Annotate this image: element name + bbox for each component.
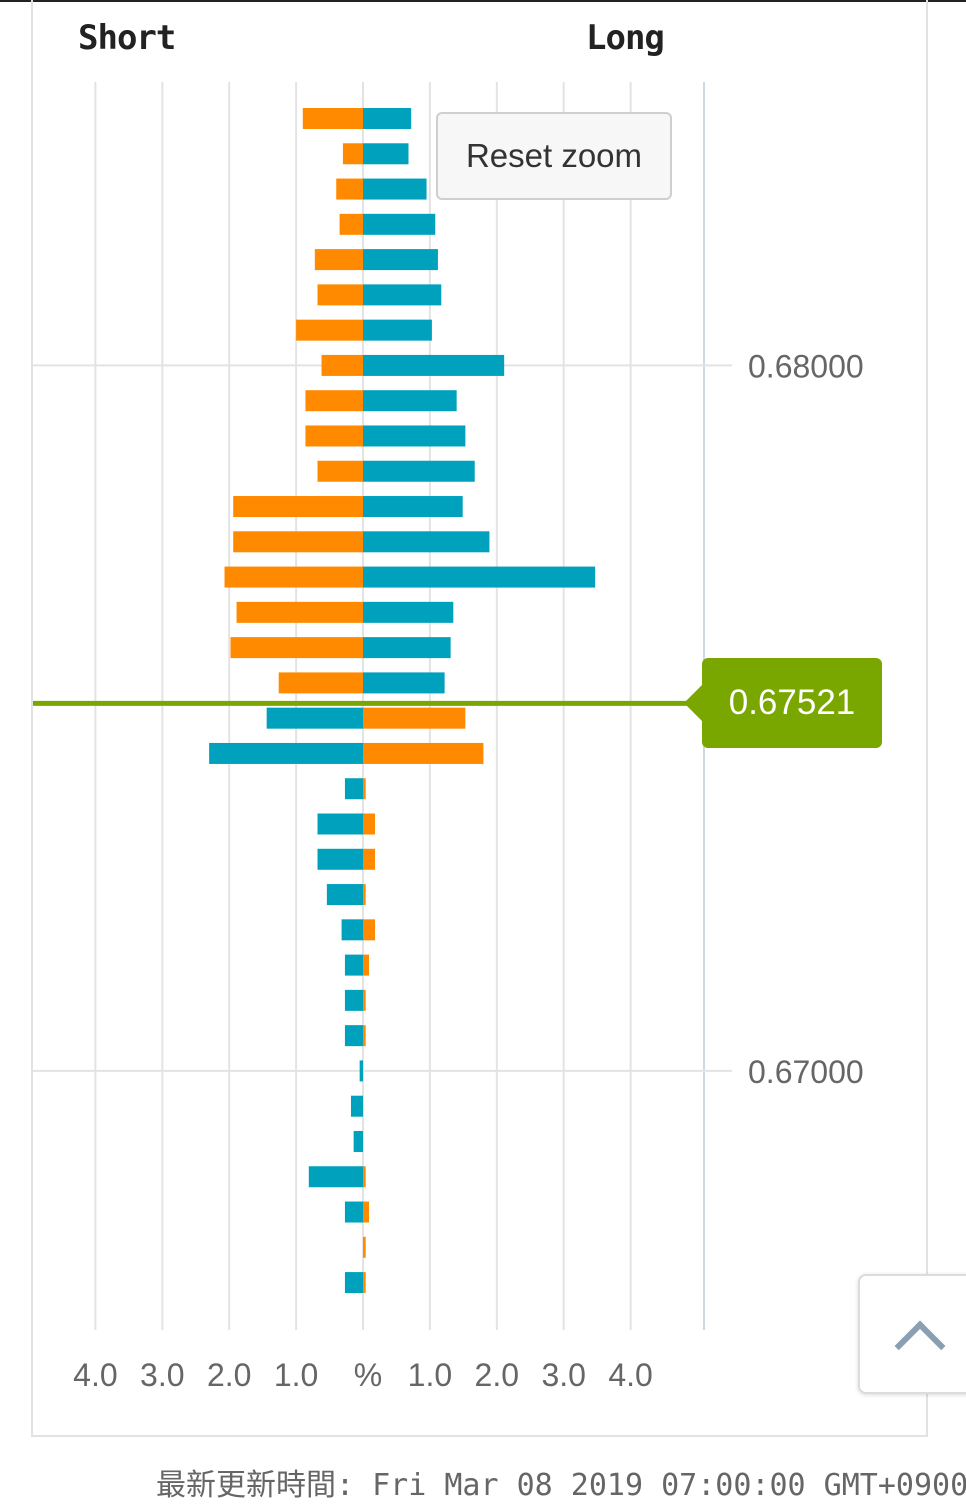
- bar-left: [314, 249, 363, 271]
- bar-left: [296, 319, 363, 341]
- bar-left: [344, 989, 363, 1011]
- bar-left: [209, 742, 363, 764]
- bar-left: [321, 354, 363, 376]
- bar-right: [363, 354, 505, 376]
- x-tick-label: 4.0: [608, 1357, 652, 1393]
- bar-left: [353, 1130, 363, 1152]
- bar-left: [266, 707, 363, 729]
- bar-left: [339, 213, 363, 235]
- bar-right: [363, 954, 370, 976]
- bar-left: [341, 919, 363, 941]
- reset-zoom-button[interactable]: Reset zoom: [436, 112, 672, 200]
- x-tick-label: 3.0: [541, 1357, 585, 1393]
- bar-left: [344, 1025, 363, 1047]
- x-tick-label: 2.0: [207, 1357, 251, 1393]
- bar-left: [278, 672, 363, 694]
- last-updated: 最新更新時間: Fri Mar 08 2019 07:00:00 GMT+090…: [156, 1460, 966, 1504]
- bar-left: [308, 1166, 363, 1188]
- bar-left: [344, 954, 363, 976]
- scroll-to-top-button[interactable]: [858, 1274, 966, 1394]
- bar-left: [326, 884, 363, 906]
- x-tick-label: 1.0: [274, 1357, 318, 1393]
- bar-left: [305, 425, 363, 447]
- bar-left: [317, 284, 363, 306]
- bar-right: [363, 919, 376, 941]
- bar-right: [363, 1166, 366, 1188]
- bar-right: [363, 566, 596, 588]
- top-divider: [0, 0, 966, 2]
- bar-right: [363, 989, 366, 1011]
- bar-left: [317, 813, 363, 835]
- bar-right: [363, 1201, 370, 1223]
- price-tick-label: 0.67000: [748, 1054, 864, 1090]
- price-tick-label: 0.68000: [748, 348, 864, 384]
- long-header: Long: [586, 18, 665, 58]
- bar-right: [363, 178, 427, 200]
- x-tick-label: 2.0: [475, 1357, 519, 1393]
- current-price-badge: 0.67521: [684, 658, 882, 748]
- bar-right: [363, 460, 475, 482]
- bar-left: [344, 1272, 363, 1294]
- bar-right: [363, 601, 454, 623]
- bar-right: [363, 496, 463, 518]
- bar-right: [363, 672, 445, 694]
- bar-right: [363, 108, 412, 129]
- bar-left: [344, 778, 363, 800]
- bar-right: [363, 249, 438, 271]
- last-updated-label: 最新更新時間:: [156, 1468, 355, 1503]
- bar-left: [336, 178, 363, 200]
- bar-right: [363, 284, 442, 306]
- bar-left: [305, 390, 363, 412]
- chart-frame: [31, 0, 928, 1437]
- bar-right: [363, 1025, 366, 1047]
- bar-left: [359, 1060, 363, 1082]
- bar-right: [363, 637, 451, 659]
- x-tick-label: 4.0: [73, 1357, 117, 1393]
- bar-left: [317, 848, 363, 870]
- bar-right: [363, 707, 466, 729]
- bar-right: [363, 1236, 366, 1258]
- x-tick-label: 1.0: [408, 1357, 452, 1393]
- chevron-up-icon: [894, 1320, 946, 1372]
- bar-left: [224, 566, 363, 588]
- bar-left: [344, 1201, 363, 1223]
- bar-left: [342, 143, 363, 165]
- bar-right: [363, 143, 409, 165]
- bar-left: [233, 531, 363, 553]
- bar-left: [233, 496, 363, 518]
- short-header: Short: [78, 18, 176, 58]
- last-updated-timestamp: Fri Mar 08 2019 07:00:00 GMT+0900: [372, 1468, 966, 1503]
- x-tick-label: 3.0: [140, 1357, 184, 1393]
- bar-right: [363, 1272, 366, 1294]
- bar-right: [363, 425, 466, 447]
- bar-right: [363, 884, 366, 906]
- x-tick-label: %: [354, 1357, 382, 1393]
- bar-right: [363, 390, 457, 412]
- bar-right: [363, 213, 436, 235]
- bar-left: [236, 601, 363, 623]
- bar-left: [230, 637, 363, 659]
- bar-right: [363, 778, 366, 800]
- bar-right: [363, 742, 484, 764]
- bar-left: [302, 108, 363, 129]
- bar-right: [363, 848, 376, 870]
- bar-right: [363, 319, 432, 341]
- bar-right: [363, 813, 376, 835]
- bar-right: [363, 531, 490, 553]
- bar-left: [350, 1095, 363, 1117]
- bar-left: [317, 460, 363, 482]
